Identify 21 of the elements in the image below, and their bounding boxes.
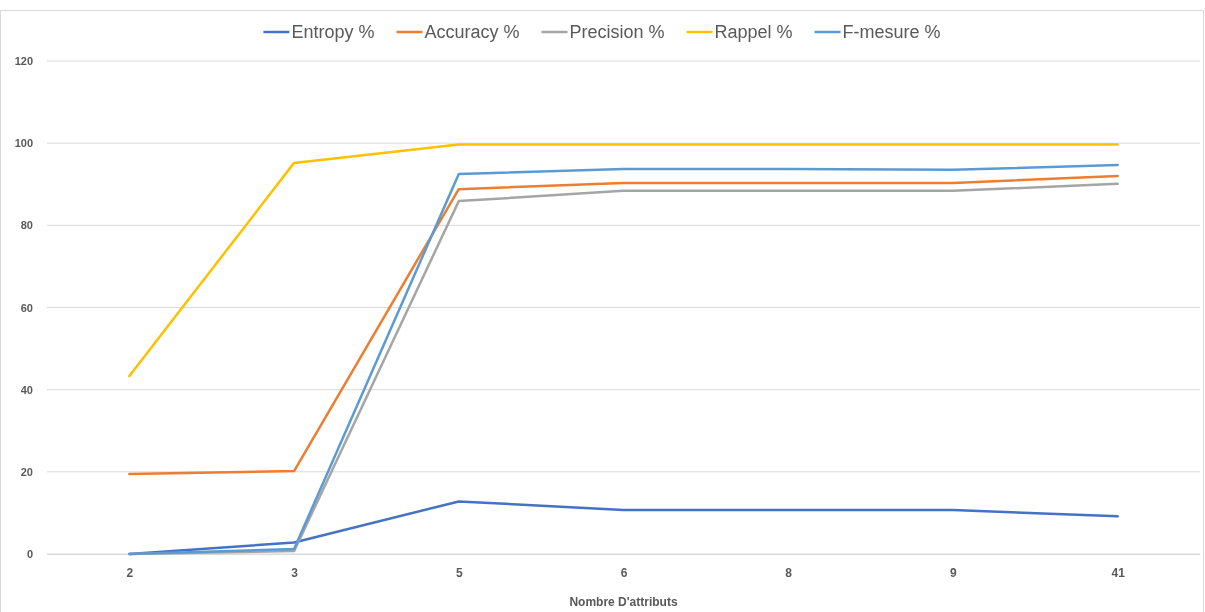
y-tick-label: 40 (20, 383, 33, 396)
y-tick-label: 80 (20, 219, 33, 232)
y-tick-label: 20 (20, 465, 33, 478)
legend-label: Entropy % (291, 22, 375, 42)
x-tick-label: 6 (620, 565, 628, 580)
x-tick-label: 9 (950, 565, 958, 580)
x-tick-label: 8 (785, 565, 793, 580)
y-tick-label: 0 (26, 548, 33, 561)
y-tick-label: 60 (20, 301, 33, 314)
x-tick-label: 3 (291, 565, 299, 580)
x-tick-label: 2 (126, 565, 134, 580)
y-tick-label: 100 (14, 137, 33, 150)
x-axis-title: Nombre D'attributs (569, 595, 678, 609)
x-tick-label: 5 (455, 565, 463, 580)
legend-label: Precision % (569, 22, 665, 42)
legend-label: F-mesure % (842, 22, 941, 42)
legend-label: Rappel % (714, 22, 793, 42)
line-series (128, 174, 1119, 476)
x-tick-label: 41 (1111, 565, 1126, 580)
y-tick-label: 120 (14, 55, 33, 68)
legend-label: Accuracy % (424, 22, 520, 42)
